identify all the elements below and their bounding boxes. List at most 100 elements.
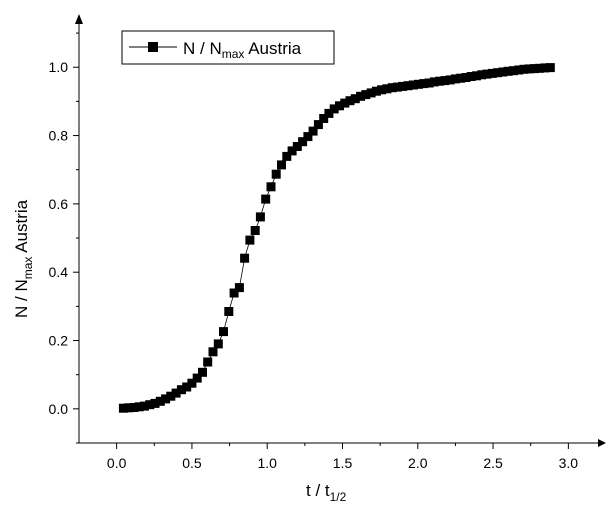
legend-label-sub: max: [222, 47, 245, 61]
data-point: [150, 398, 160, 408]
data-point: [456, 73, 466, 83]
legend-label-post: Austria: [244, 39, 301, 58]
data-point: [424, 78, 434, 88]
data-point: [477, 70, 487, 80]
legend: N / Nmax Austria: [121, 30, 335, 65]
data-point: [545, 63, 555, 73]
y-axis-title-main: N / N: [12, 279, 31, 318]
data-point: [287, 146, 297, 156]
data-point: [176, 385, 186, 395]
y-tick-label: 0.8: [49, 128, 69, 144]
y-tick-label: 1.0: [49, 59, 69, 75]
y-tick-label: 0.4: [49, 264, 69, 280]
data-point: [171, 388, 181, 398]
data-point: [282, 151, 292, 161]
data-point: [403, 81, 413, 91]
legend-label-main: N / N: [183, 39, 222, 58]
data-point: [398, 81, 408, 91]
x-ticks: 0.0 0.5 1.0 1.5 2.0 2.5 3.0: [107, 443, 578, 471]
data-point: [371, 86, 381, 96]
data-point: [493, 68, 503, 78]
data-point: [313, 120, 323, 130]
data-point: [219, 327, 228, 337]
x-tick-label: 0.0: [107, 455, 127, 471]
data-point: [387, 83, 397, 93]
x-axis-arrow: [598, 439, 606, 447]
data-point: [329, 104, 339, 114]
data-point: [350, 94, 360, 104]
legend-label: N / Nmax Austria: [183, 39, 302, 61]
data-point: [414, 79, 423, 89]
data-point: [361, 90, 371, 100]
data-point: [508, 66, 518, 76]
data-point: [487, 68, 497, 78]
data-point: [250, 226, 260, 235]
data-point: [240, 253, 250, 263]
data-point: [124, 403, 134, 413]
data-point: [261, 194, 271, 204]
data-point: [519, 64, 529, 74]
data-point: [277, 160, 286, 170]
x-tick-label: 1.5: [333, 455, 353, 471]
data-point: [187, 378, 197, 388]
data-point: [450, 74, 460, 84]
data-point: [319, 114, 329, 123]
data-point: [234, 283, 244, 293]
x-tick-label: 2.5: [483, 455, 503, 471]
axes: [75, 14, 606, 447]
data-point: [303, 132, 313, 142]
data-point: [356, 91, 366, 101]
data-point: [224, 307, 234, 316]
data-point: [145, 400, 155, 410]
data-point: [440, 76, 450, 86]
data-point: [524, 64, 534, 74]
data-point: [308, 126, 318, 136]
y-axis-title-sub: max: [21, 257, 35, 280]
y-axis-title: N / Nmax Austria: [12, 199, 35, 318]
data-point: [472, 71, 481, 81]
y-axis-arrow: [75, 14, 83, 24]
data-point: [140, 401, 149, 411]
data-point: [155, 396, 165, 406]
data-point: [466, 72, 476, 81]
data-point: [229, 288, 239, 298]
data-point: [255, 212, 265, 222]
data-point: [393, 82, 402, 92]
data-point: [198, 367, 207, 377]
data-point: [503, 66, 513, 76]
series-layer: [118, 63, 555, 413]
x-tick-label: 2.0: [408, 455, 428, 471]
data-point: [530, 64, 539, 74]
data-point: [461, 73, 471, 82]
data-point: [377, 85, 387, 95]
data-point: [118, 403, 128, 413]
data-point: [340, 98, 350, 108]
y-axis-title-post: Austria: [12, 199, 31, 256]
data-point: [324, 108, 334, 118]
data-point: [482, 69, 492, 79]
data-point: [514, 65, 524, 75]
data-point: [335, 101, 344, 111]
y-tick-label: 0.2: [49, 333, 69, 349]
data-point: [166, 391, 176, 401]
x-tick-label: 1.0: [257, 455, 277, 471]
data-point: [192, 373, 202, 383]
data-point: [129, 403, 139, 412]
legend-marker: [148, 42, 158, 52]
x-tick-label: 0.5: [182, 455, 202, 471]
y-tick-label: 0.6: [49, 196, 69, 212]
data-point: [419, 79, 429, 89]
x-axis-title-main: t / t: [306, 481, 330, 500]
data-point: [213, 339, 223, 349]
data-point: [408, 80, 418, 90]
y-tick-label: 0.0: [49, 401, 69, 417]
data-point: [182, 382, 192, 392]
data-point: [382, 84, 392, 94]
data-point: [435, 76, 445, 86]
x-axis-title: t / t1/2: [306, 481, 347, 504]
data-point: [540, 63, 550, 73]
series-line: [123, 67, 551, 409]
data-point: [445, 75, 455, 85]
data-point: [208, 347, 218, 357]
